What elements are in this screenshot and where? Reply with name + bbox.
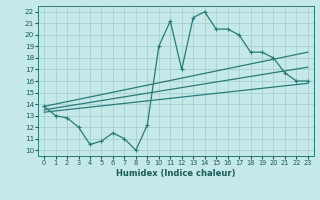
X-axis label: Humidex (Indice chaleur): Humidex (Indice chaleur) [116,169,236,178]
